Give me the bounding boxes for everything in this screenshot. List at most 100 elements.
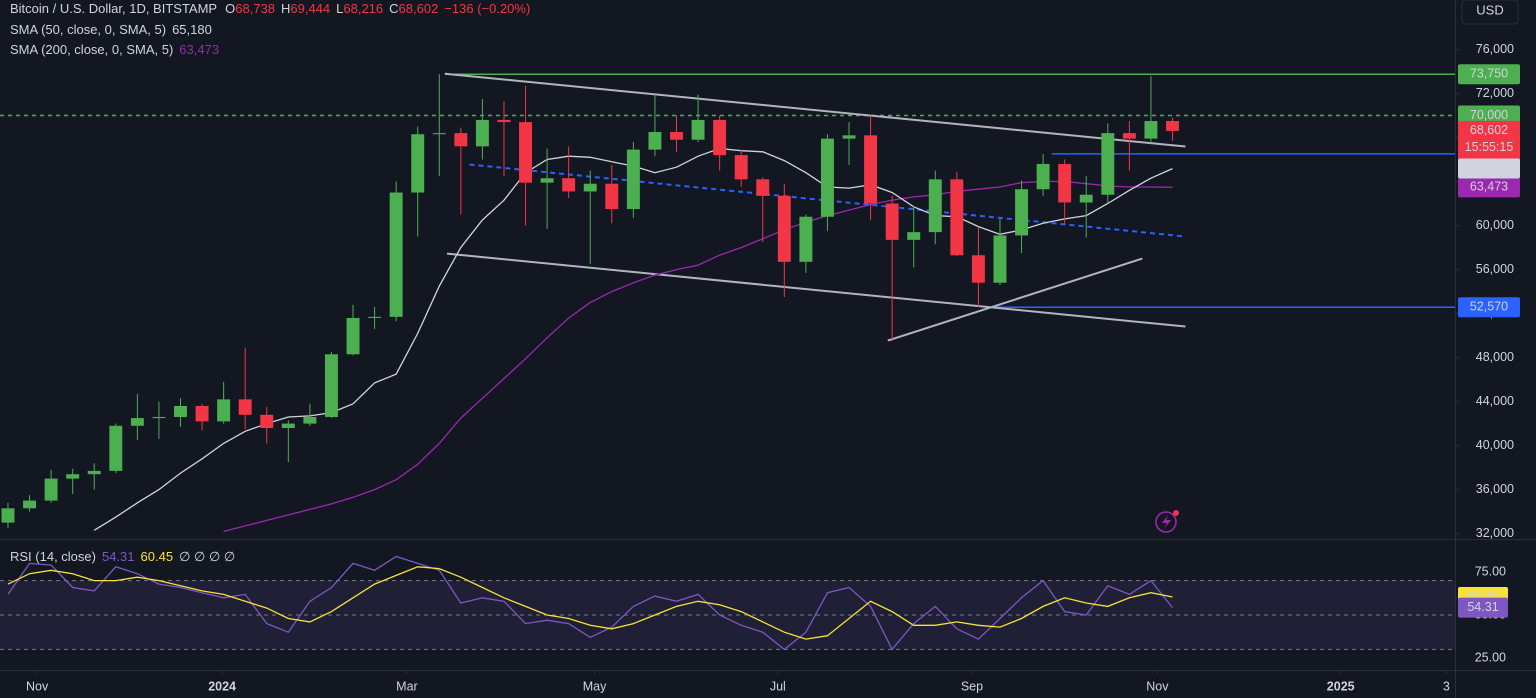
rsi-tick-label: 75.00 — [1475, 564, 1506, 578]
candle-body — [109, 425, 123, 471]
ohlc-value: 68,216 — [343, 1, 383, 16]
candle-body — [626, 149, 640, 210]
candle-body — [907, 232, 921, 240]
y-tick-label: 40,000 — [1476, 438, 1514, 452]
candle-body — [648, 132, 662, 150]
y-tick-label: 36,000 — [1476, 482, 1514, 496]
candle-body — [346, 317, 360, 355]
candle-body — [152, 416, 166, 419]
y-tick-label: 76,000 — [1476, 42, 1514, 56]
candle-body — [885, 203, 899, 240]
countdown: 15:55:15 — [1465, 140, 1514, 154]
sma-badge — [1458, 158, 1520, 179]
candle-body — [777, 195, 791, 262]
x-tick-label: Nov — [1146, 679, 1169, 693]
x-tick-label: 3 — [1443, 679, 1450, 693]
indicator-value: 65,180 — [172, 22, 212, 37]
sma-badge-label: 65,180 — [1470, 161, 1508, 175]
candle-body — [23, 500, 37, 509]
candle-body — [1166, 121, 1179, 131]
ohlc-value: 68,602 — [399, 1, 439, 16]
candle-body — [174, 405, 187, 417]
candle-body — [217, 399, 231, 422]
candle-body — [87, 470, 101, 475]
x-tick-label: Sep — [961, 679, 983, 693]
ohlc-value: 68,738 — [235, 1, 275, 16]
candle-body — [44, 478, 58, 501]
rsi-tick-label: 25.00 — [1475, 650, 1506, 664]
candle-body — [993, 235, 1007, 283]
rsi-value: 60.45 — [141, 549, 174, 564]
candle-body — [605, 183, 619, 210]
rsi-line — [7, 555, 1174, 651]
rsi-value: 54.31 — [102, 549, 135, 564]
candle-body — [130, 418, 144, 426]
candle-body — [971, 255, 985, 283]
x-tick-label: 2024 — [208, 679, 236, 693]
candle-body — [238, 399, 252, 415]
candle-body — [562, 178, 576, 192]
candle-body — [540, 178, 554, 183]
x-tick-label: Mar — [396, 679, 418, 693]
candle-body — [324, 354, 338, 417]
y-tick-label: 60,000 — [1476, 218, 1514, 232]
alert-icon[interactable] — [1155, 510, 1179, 533]
candle-body — [519, 122, 533, 183]
y-tick-label: 56,000 — [1476, 262, 1514, 276]
candle-body — [1, 508, 15, 523]
currency-button[interactable]: USD — [1461, 0, 1519, 25]
x-tick-label: May — [583, 679, 607, 693]
candle-body — [454, 133, 468, 147]
candle-body — [1058, 163, 1072, 203]
candle-body — [411, 134, 425, 193]
candle-body — [1036, 163, 1050, 190]
candle-body — [799, 216, 813, 262]
candle-body — [260, 414, 274, 428]
ohlc-value: 69,444 — [290, 1, 330, 16]
ohlc-key: L — [336, 1, 343, 16]
trendline — [469, 163, 1186, 238]
indicator-value: 63,473 — [179, 42, 219, 57]
currency[interactable]: USD — [1476, 2, 1503, 17]
candle-body — [1079, 194, 1093, 203]
last-price-badge — [1458, 120, 1520, 159]
symbol-title: Bitcoin / U.S. Dollar, 1D, BITSTAMP — [10, 1, 217, 16]
candle-body — [583, 183, 597, 192]
last-price-badge-label: 68,602 — [1470, 123, 1508, 137]
indicator-name: SMA (200, close, 0, SMA, 5) — [10, 42, 173, 57]
rsi-badge-label: 54.31 — [1467, 600, 1498, 614]
sma-badge-label: 63,473 — [1470, 180, 1508, 194]
candle-body — [368, 316, 382, 318]
candle-body — [928, 179, 942, 233]
candle-body — [756, 179, 770, 196]
level-badge-label: 73,750 — [1470, 67, 1508, 81]
marks: 32,00036,00040,00044,00048,00052,00056,0… — [0, 42, 1514, 693]
trendline — [444, 72, 1186, 148]
sma-line — [223, 180, 1173, 533]
candle-body — [864, 135, 878, 204]
x-tick-label: Jul — [770, 679, 786, 693]
indicator-legend: SMA (50, close, 0, SMA, 5) 65,180 — [10, 22, 212, 37]
candle-body — [281, 423, 295, 428]
candle-body — [1101, 133, 1115, 195]
candle-body — [713, 119, 727, 156]
candle-body — [389, 192, 403, 317]
rsi-legend: RSI (14, close) 54.31 60.45 ∅ ∅ ∅ ∅ — [10, 549, 235, 564]
trendline — [446, 252, 1186, 328]
candle-body — [497, 119, 511, 123]
change: −136 (−0.20%) — [444, 1, 530, 16]
y-tick-label: 44,000 — [1476, 394, 1514, 408]
candle-body — [1122, 133, 1136, 139]
trendline — [887, 257, 1143, 342]
x-tick-label: Nov — [26, 679, 49, 693]
candle-body — [734, 155, 748, 180]
candle-body — [950, 179, 964, 256]
candle-body — [195, 405, 209, 422]
ohlc-key: C — [389, 1, 398, 16]
candle-body — [432, 133, 446, 135]
level-badge-label: 70,000 — [1470, 108, 1508, 122]
rsi-extra: ∅ ∅ ∅ ∅ — [179, 549, 235, 564]
y-tick-label: 48,000 — [1476, 350, 1514, 364]
